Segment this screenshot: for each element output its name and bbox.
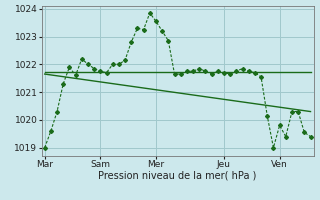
X-axis label: Pression niveau de la mer( hPa ): Pression niveau de la mer( hPa ) <box>99 171 257 181</box>
